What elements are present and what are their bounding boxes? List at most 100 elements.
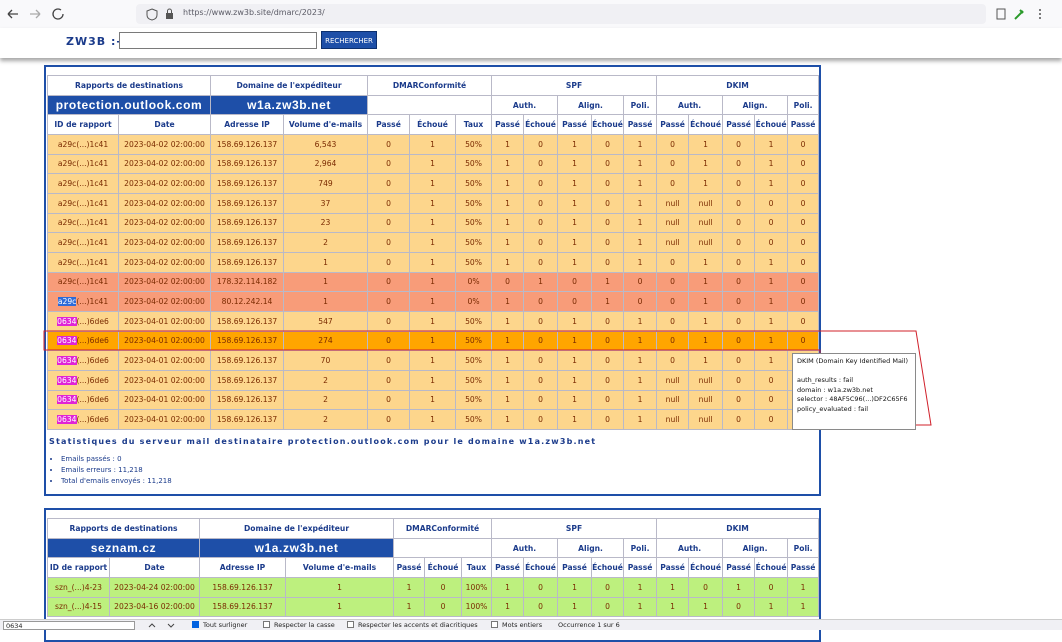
- group-header: DMARConformité: [393, 518, 493, 539]
- cell: 0: [722, 369, 756, 391]
- cell: 0: [523, 389, 559, 411]
- cell: null: [656, 232, 690, 253]
- cell: 1: [787, 596, 820, 618]
- cell: 1: [283, 251, 369, 273]
- search-button[interactable]: RECHERCHER: [321, 31, 377, 49]
- cell: 2023-04-01 02:00:00: [117, 310, 212, 332]
- cell: 0: [367, 350, 411, 371]
- column-header: Échoué: [409, 114, 457, 135]
- cell: 0: [787, 291, 820, 312]
- cell: 2023-04-16 02:00:00: [108, 596, 201, 618]
- cell: 50%: [455, 212, 493, 234]
- tooltip-line: auth_results : fail: [797, 375, 854, 384]
- checkbox[interactable]: [347, 621, 354, 628]
- cell: 1: [557, 232, 593, 253]
- cell: 0: [523, 192, 559, 214]
- cell: 0: [367, 153, 411, 175]
- find-option[interactable]: Tout surligner: [192, 621, 247, 630]
- search-input[interactable]: [119, 32, 317, 49]
- group-header: SPF: [491, 75, 658, 96]
- column-header: Volume d'e-mails: [285, 557, 395, 578]
- sub-header: Align.: [557, 538, 625, 558]
- sender-domain: w1a.zw3b.net: [199, 538, 395, 558]
- header-row: seznam.cz w1a.zw3b.net Auth. Align. Poli. Aut…: [46, 538, 820, 558]
- report-row: 0634(...)6de6 2023-04-01 02:00:00 158.69.1…: [47, 409, 820, 430]
- checkbox[interactable]: [192, 621, 199, 628]
- report-row: 0634(...)6de6 2023-04-01 02:00:00 158.69.1…: [47, 310, 820, 332]
- cell: 1: [754, 251, 789, 273]
- report-id: a29c(...)1c41: [47, 251, 119, 273]
- cell: 1: [491, 350, 525, 371]
- group-header: DKIM: [656, 75, 820, 96]
- cell: 1: [491, 330, 525, 352]
- tooltip: DKIM (Domain Key Identified Mail) auth_r…: [792, 353, 916, 430]
- header-row: ID de rapport Date Adresse IP Volume d'e-ma…: [47, 114, 820, 135]
- cell: 158.69.126.137: [210, 369, 285, 391]
- cell: 0: [367, 212, 411, 234]
- header-row: ID de rapport Date Adresse IP Volume d'e-ma…: [47, 557, 820, 578]
- reload-button[interactable]: [52, 8, 64, 20]
- cell: 2023-04-02 02:00:00: [117, 232, 212, 253]
- security-icons: [146, 8, 173, 21]
- cell: 23: [283, 212, 369, 234]
- cell: 1: [623, 153, 658, 175]
- find-option[interactable]: Respecter les accents et diacritiques: [347, 621, 478, 630]
- cell: null: [688, 212, 724, 234]
- cell: 1: [787, 577, 820, 598]
- back-button[interactable]: [7, 9, 18, 19]
- cell: 0: [754, 389, 789, 411]
- address-bar[interactable]: [136, 4, 986, 24]
- column-header: Passé: [787, 114, 820, 135]
- column-header: ID de rapport: [47, 114, 119, 135]
- cell: 0: [754, 232, 789, 253]
- report-id: szn_(...)4-23: [47, 577, 110, 598]
- cell: 2023-04-01 02:00:00: [117, 369, 212, 391]
- report-row: a29c(...)1c41 2023-04-02 02:00:00 158.69.1…: [47, 134, 820, 155]
- blank-header: [367, 95, 493, 115]
- cell: 0: [591, 251, 625, 273]
- cell: null: [656, 192, 690, 214]
- report-table: Rapports de destinations Domaine de l'exp…: [46, 518, 820, 618]
- cell: 1: [623, 134, 658, 155]
- find-arrows[interactable]: [146, 621, 182, 630]
- cell: 0: [754, 212, 789, 234]
- cell: 0: [523, 369, 559, 391]
- cell: 0: [367, 369, 411, 391]
- cell: 1: [491, 173, 525, 194]
- group-header: Domaine de l'expéditeur: [210, 75, 369, 96]
- cell: 80.12.242.14: [210, 291, 285, 312]
- cell: 0: [688, 577, 724, 598]
- column-header: Échoué: [424, 557, 463, 578]
- report-id: 0634(...)6de6: [47, 409, 119, 430]
- cell: 1: [491, 409, 525, 430]
- cell: 50%: [455, 310, 493, 332]
- sub-header: Auth.: [491, 95, 559, 115]
- report-id: a29c(...)1c41: [47, 212, 119, 234]
- cell: 1: [557, 192, 593, 214]
- cell: 0: [591, 409, 625, 430]
- cell: 2023-04-24 02:00:00: [108, 577, 201, 598]
- cell: 1: [491, 192, 525, 214]
- group-header: DMARConformité: [367, 75, 493, 96]
- find-option-label: Respecter les accents et diacritiques: [358, 621, 478, 629]
- forward-button[interactable]: [30, 9, 41, 19]
- cell: 1: [409, 330, 457, 352]
- cell: 1: [491, 596, 525, 618]
- column-header: Passé: [656, 114, 690, 135]
- cell: null: [656, 369, 690, 391]
- cell: 1: [491, 232, 525, 253]
- cell: 0: [591, 310, 625, 332]
- find-bar: 0634 Tout surligner Respecter la casse Res…: [0, 619, 1062, 630]
- find-option[interactable]: Mots entiers: [491, 621, 542, 630]
- checkbox[interactable]: [491, 621, 498, 628]
- sub-header: Align.: [722, 538, 789, 558]
- cell: 2023-04-02 02:00:00: [117, 192, 212, 214]
- column-header: Échoué: [523, 114, 559, 135]
- cell: 158.69.126.137: [210, 350, 285, 371]
- find-option[interactable]: Respecter la casse: [263, 621, 335, 630]
- search-bar: ZW3B :-: RECHERCHER: [0, 28, 1062, 58]
- cell: 0: [787, 153, 820, 175]
- cell: 1: [393, 577, 426, 598]
- sub-header: Poli.: [623, 95, 658, 115]
- checkbox[interactable]: [263, 621, 270, 628]
